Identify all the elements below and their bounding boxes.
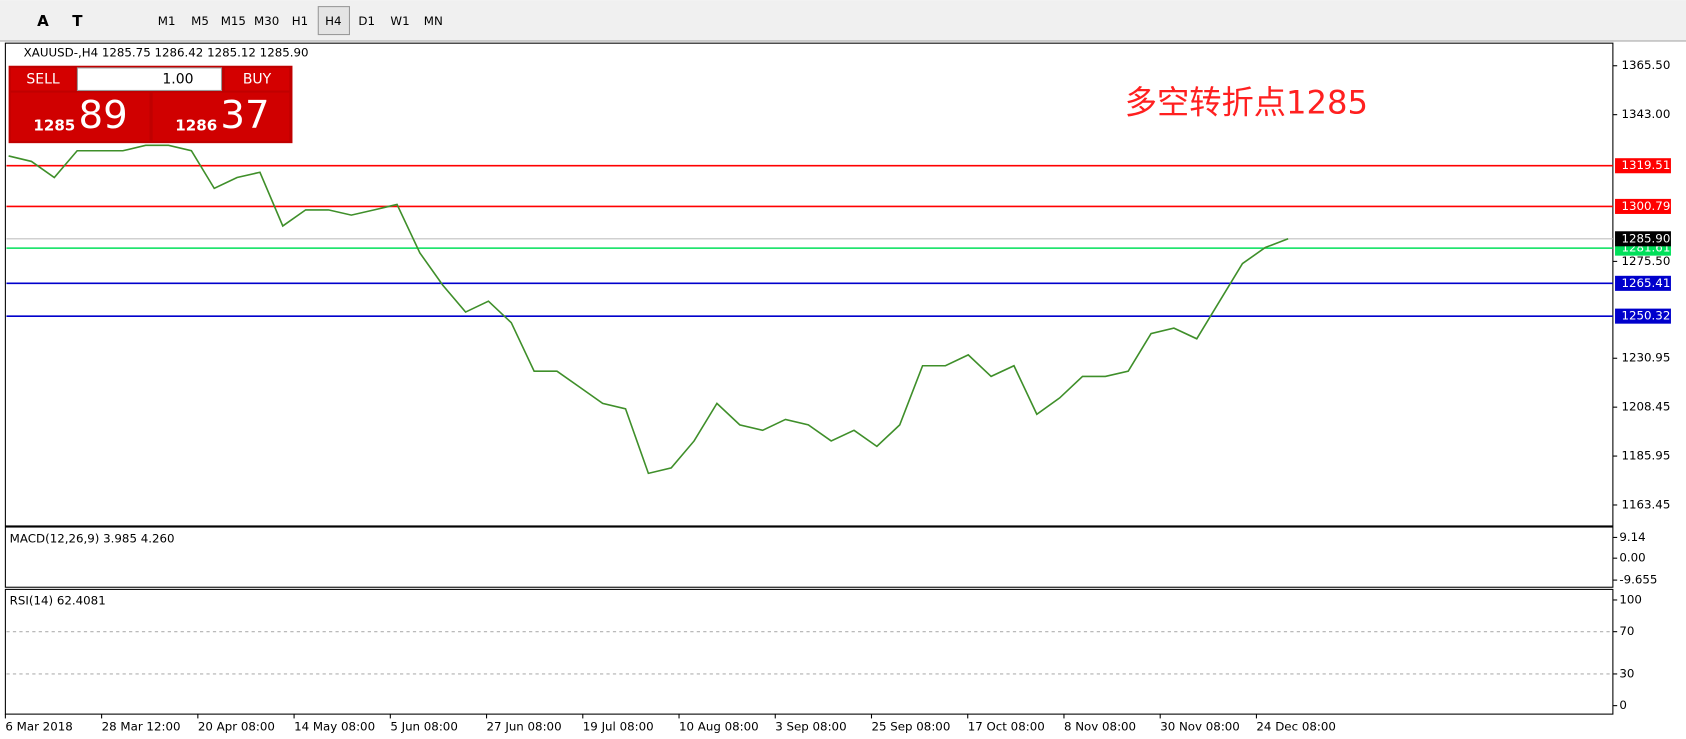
y-tick-label: 100	[1619, 592, 1642, 606]
y-tick-label: 30	[1619, 666, 1634, 680]
y-tick-label: 1365.50	[1621, 58, 1670, 72]
level-label: 1319.51	[1621, 158, 1670, 172]
level-label: 1300.79	[1621, 199, 1670, 213]
buy-button[interactable]	[224, 67, 290, 91]
bid-box[interactable]	[10, 92, 150, 142]
close-tag	[1615, 231, 1671, 247]
level-tag	[1615, 198, 1671, 214]
symbol-info: XAUUSD-,H4 1285.75 1286.42 1285.12 1285.…	[24, 45, 309, 59]
level-label: 1265.41	[1621, 276, 1670, 290]
volume-input[interactable]	[76, 67, 223, 92]
level-tag	[1615, 275, 1671, 291]
x-tick-label: 30 Nov 08:00	[1160, 720, 1240, 734]
buy-label: BUY	[243, 72, 272, 88]
timeframe-button[interactable]: MN	[424, 14, 443, 28]
y-tick-label: 1163.45	[1621, 497, 1670, 511]
bid-big: 1285	[33, 116, 75, 134]
y-tick-label: 1208.45	[1621, 400, 1670, 414]
trade-panel: SELL 1.00 BUY 1285 89 1286 37	[8, 65, 293, 144]
y-tick-label: 1343.00	[1621, 107, 1670, 121]
x-tick-label: 19 Jul 08:00	[583, 720, 654, 734]
price-line	[8, 144, 1289, 475]
y-tick-label: 0	[1619, 698, 1627, 712]
timeframe-button[interactable]: M30	[254, 14, 279, 28]
ask-small: 37	[220, 93, 269, 138]
sell-label: SELL	[26, 72, 59, 88]
volume: 1.00	[162, 72, 193, 88]
active-timeframe	[317, 6, 350, 36]
timeframe-button[interactable]: M15	[221, 14, 246, 28]
level-label: 1250.32	[1621, 309, 1670, 323]
x-tick-label: 20 Apr 08:00	[198, 720, 275, 734]
tool-button[interactable]: A	[37, 12, 49, 30]
level-tag	[1615, 158, 1671, 174]
annotation: 多空转折点1285	[1125, 83, 1368, 121]
close-label: 1285.90	[1621, 231, 1670, 245]
y-tick-label: 1275.50	[1621, 254, 1670, 268]
x-tick-label: 27 Jun 08:00	[487, 720, 562, 734]
timeframe-button[interactable]: H1	[292, 14, 308, 28]
ask-box[interactable]	[152, 92, 290, 142]
y-tick-label: 0.00	[1619, 551, 1645, 565]
x-tick-label: 3 Sep 08:00	[775, 720, 846, 734]
timeframe-button[interactable]: H4	[325, 14, 341, 28]
y-tick-label: 70	[1619, 624, 1634, 638]
y-tick-label: 1230.95	[1621, 351, 1670, 365]
x-tick-label: 25 Sep 08:00	[871, 720, 950, 734]
x-tick-label: 10 Aug 08:00	[679, 720, 759, 734]
x-tick-label: 28 Mar 12:00	[102, 720, 181, 734]
bid-small: 89	[78, 93, 127, 138]
macd-pane	[4, 526, 1614, 588]
sell-button[interactable]	[10, 67, 76, 91]
timeframe-button[interactable]: D1	[358, 14, 375, 28]
x-tick-label: 6 Mar 2018	[5, 720, 72, 734]
x-tick-label: 8 Nov 08:00	[1064, 720, 1136, 734]
x-tick-label: 14 May 08:00	[294, 720, 375, 734]
timeframe-button[interactable]: M1	[158, 14, 176, 28]
y-tick-label: 9.14	[1619, 530, 1645, 544]
rsi-pane	[4, 588, 1614, 715]
macd-label: MACD(12,26,9) 3.985 4.260	[10, 531, 175, 545]
timeframe-button[interactable]: W1	[390, 14, 409, 28]
y-tick-label: -9.655	[1619, 573, 1657, 587]
level-tag	[1615, 308, 1671, 324]
timeframe-button[interactable]: M5	[191, 14, 209, 28]
rsi-label: RSI(14) 62.4081	[10, 594, 106, 608]
x-tick-label: 17 Oct 08:00	[968, 720, 1045, 734]
x-tick-label: 5 Jun 08:00	[390, 720, 458, 734]
toolbar	[0, 0, 1686, 42]
y-tick-label: 1185.95	[1621, 449, 1670, 463]
x-tick-label: 24 Dec 08:00	[1256, 720, 1335, 734]
ask-big: 1286	[175, 116, 217, 134]
tool-button[interactable]: T	[72, 12, 83, 30]
